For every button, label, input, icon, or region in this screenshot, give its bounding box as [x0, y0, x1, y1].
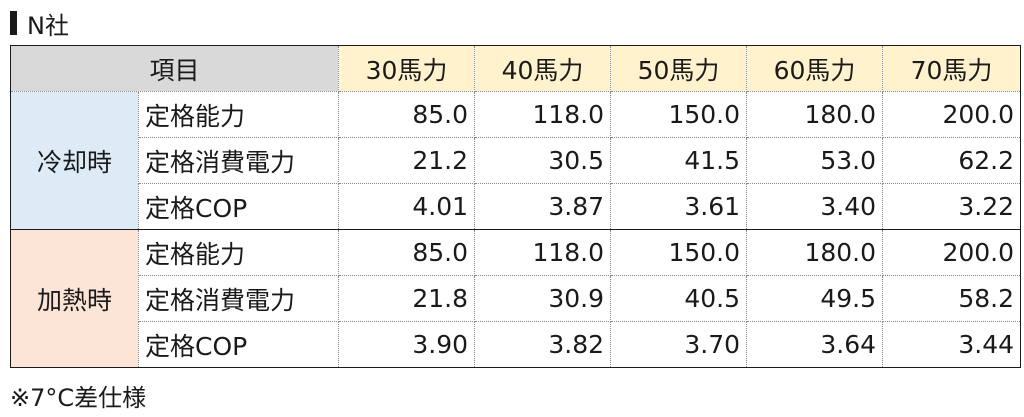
table-row: 定格COP 4.01 3.87 3.61 3.40 3.22 [11, 183, 1022, 230]
value-cell: 3.22 [882, 183, 1022, 230]
table-header-row: 項目 30馬力 40馬力 50馬力 60馬力 70馬力 [9, 45, 1022, 92]
value-cell: 150.0 [610, 229, 748, 276]
row-label: 定格COP [137, 321, 340, 368]
value-cell: 49.5 [746, 275, 884, 322]
value-cell: 3.40 [746, 183, 884, 230]
value-cell: 200.0 [882, 91, 1022, 138]
row-label: 定格消費電力 [137, 137, 340, 184]
value-cell: 3.82 [474, 321, 612, 368]
value-cell: 180.0 [746, 229, 884, 276]
value-cell: 3.44 [882, 321, 1022, 368]
value-cell: 200.0 [882, 229, 1022, 276]
value-cell: 3.87 [474, 183, 612, 230]
value-cell: 21.2 [338, 137, 476, 184]
group-label: 冷却時 [10, 91, 139, 230]
value-cell: 21.8 [338, 275, 476, 322]
table-row: 定格消費電力 21.2 30.5 41.5 53.0 62.2 [11, 137, 1022, 184]
value-cell: 3.70 [610, 321, 748, 368]
value-cell: 30.9 [474, 275, 612, 322]
value-cell: 62.2 [882, 137, 1022, 184]
footnote: ※7°C差仕様 [10, 384, 147, 412]
value-cell: 3.90 [338, 321, 476, 368]
table-row: 定格COP 3.90 3.82 3.70 3.64 3.44 [11, 321, 1022, 368]
value-cell: 41.5 [610, 137, 748, 184]
page-title: N社 [10, 6, 69, 40]
value-cell: 150.0 [610, 91, 748, 138]
row-label: 定格消費電力 [137, 275, 340, 322]
header-item: 項目 [9, 45, 340, 92]
title-marker [10, 11, 17, 35]
group-label: 加熱時 [10, 229, 139, 368]
header-col-50hp: 50馬力 [610, 45, 748, 92]
value-cell: 85.0 [338, 229, 476, 276]
row-label: 定格能力 [137, 229, 340, 276]
table-row: 定格消費電力 21.8 30.9 40.5 49.5 58.2 [11, 275, 1022, 322]
header-col-30hp: 30馬力 [338, 45, 476, 92]
value-cell: 180.0 [746, 91, 884, 138]
value-cell: 30.5 [474, 137, 612, 184]
header-col-60hp: 60馬力 [746, 45, 884, 92]
value-cell: 4.01 [338, 183, 476, 230]
header-col-70hp: 70馬力 [882, 45, 1022, 92]
row-label: 定格能力 [137, 91, 340, 138]
value-cell: 3.61 [610, 183, 748, 230]
value-cell: 40.5 [610, 275, 748, 322]
value-cell: 118.0 [474, 229, 612, 276]
value-cell: 3.64 [746, 321, 884, 368]
spec-table: 項目 30馬力 40馬力 50馬力 60馬力 70馬力 冷却時 定格能力 85.0 1… [9, 45, 1022, 368]
title-text: N社 [27, 11, 69, 40]
value-cell: 53.0 [746, 137, 884, 184]
value-cell: 118.0 [474, 91, 612, 138]
table-row: 加熱時 定格能力 85.0 118.0 150.0 180.0 200.0 [10, 229, 1022, 368]
row-label: 定格COP [137, 183, 340, 230]
value-cell: 85.0 [338, 91, 476, 138]
header-col-40hp: 40馬力 [474, 45, 612, 92]
table-row: 冷却時 定格能力 85.0 118.0 150.0 180.0 200.0 [10, 91, 1022, 230]
value-cell: 58.2 [882, 275, 1022, 322]
